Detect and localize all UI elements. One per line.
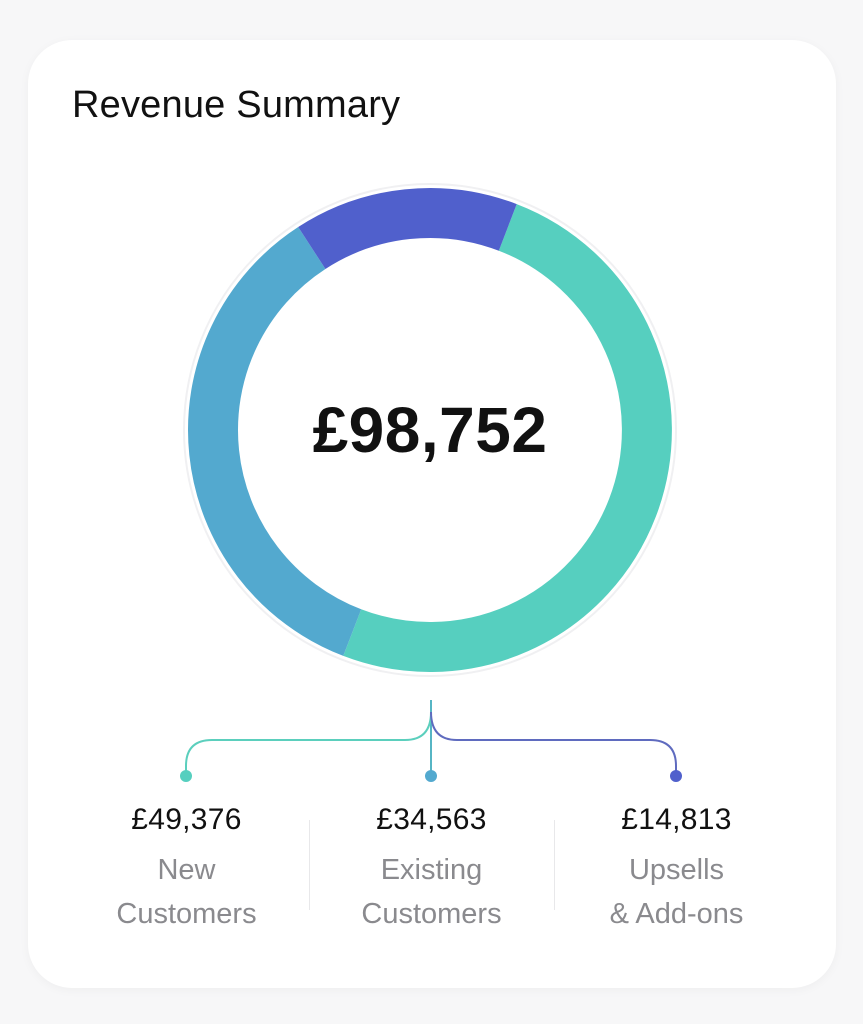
legend-label: Existing Customers [309,848,554,936]
legend-item-new-customers: £49,376 New Customers [64,800,309,936]
legend-value: £34,563 [376,803,487,836]
legend-value: £49,376 [131,803,242,836]
legend-label: New Customers [64,848,309,936]
donut-segment-upsells [298,188,517,270]
legend-label-line1: New [157,854,216,886]
donut-segment-existing-customers [188,227,362,656]
legend-divider [309,820,310,910]
legend-label-line2: Customers [361,898,502,930]
legend-label-line2: & Add-ons [609,898,744,930]
donut-svg [183,183,677,677]
legend-label: Upsells & Add-ons [554,848,799,936]
donut-segment-new-customers [343,204,672,672]
card-title: Revenue Summary [72,84,401,126]
donut-rim [183,183,677,677]
legend-value: £14,813 [621,803,732,836]
legend-label-line1: Existing [380,854,483,886]
legend-divider [554,820,555,910]
connector-right-branch [430,711,677,775]
connector-left-branch [185,711,432,775]
legend-label-line2: Customers [116,898,257,930]
legend-item-existing-customers: £34,563 Existing Customers [309,800,554,936]
legend-dot-existing [425,770,437,782]
legend-dot-upsells [670,770,682,782]
revenue-donut-chart: £98,752 [180,180,680,680]
legend-label-line1: Upsells [628,854,725,886]
legend-dot-new [180,770,192,782]
total-revenue-value: £98,752 [312,394,548,466]
legend-item-upsells: £14,813 Upsells & Add-ons [554,800,799,936]
